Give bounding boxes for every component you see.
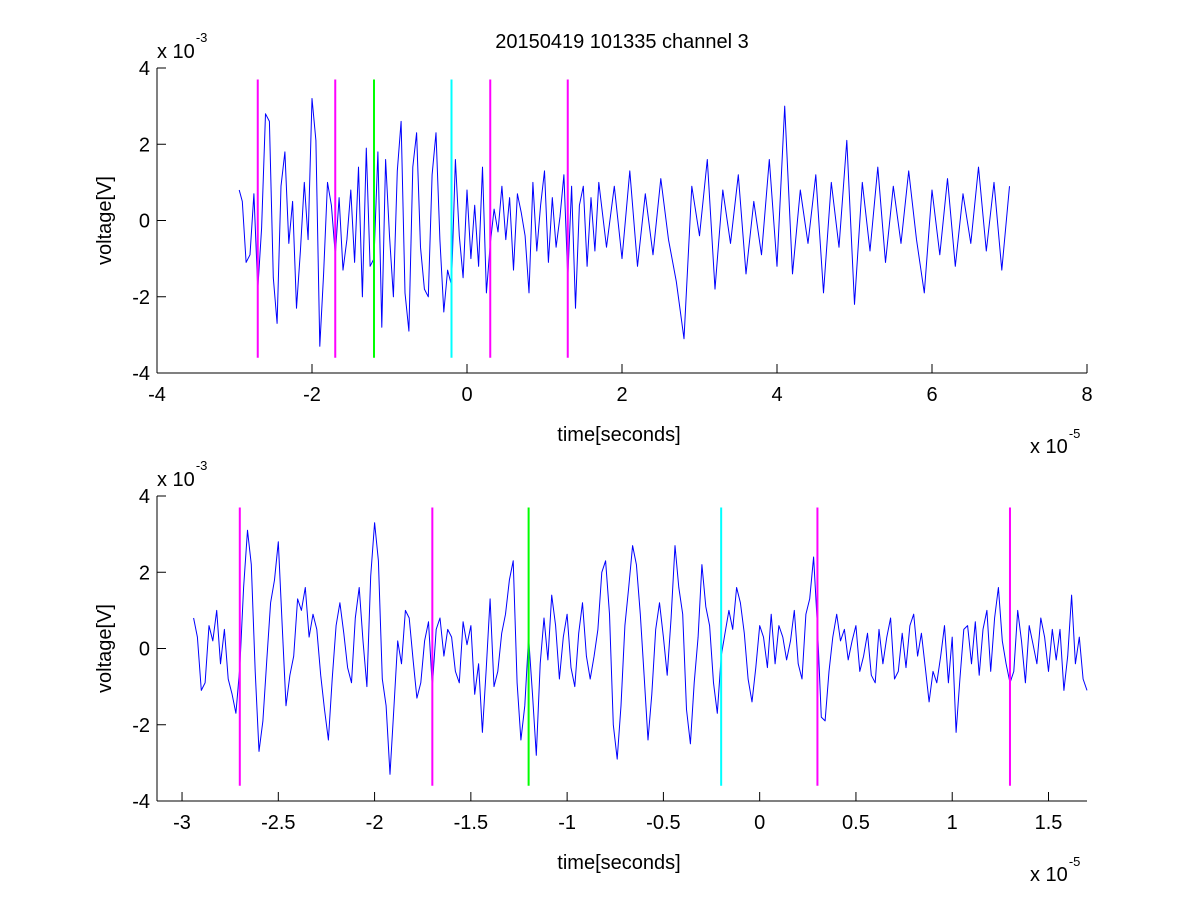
y-tick-label: -2 [132, 287, 150, 309]
chart-title: 20150419 101335 channel 3 [495, 31, 749, 53]
x-multiplier-exponent: -5 [1069, 426, 1081, 441]
x-tick-label: 1 [947, 812, 958, 834]
y-multiplier-base: x 10 [157, 469, 195, 491]
x-tick-label: -1.5 [454, 812, 488, 834]
y-tick-label: -4 [132, 363, 150, 385]
x-tick-label: 0 [754, 812, 765, 834]
x-tick-label: 8 [1081, 384, 1092, 406]
x-tick-label: -2 [366, 812, 384, 834]
x-tick-label: -3 [173, 812, 191, 834]
chart-2: -3 -2.5 -2 -1.5 -1 -0.5 0 0.5 1 1.5 -4 -2 0 2 4 time[se… [94, 458, 1088, 886]
x-multiplier-base: x 10 [1030, 436, 1068, 458]
y-tick-label: 4 [139, 486, 150, 508]
x-tick-label: -4 [148, 384, 166, 406]
x-multiplier: x 10-5 [1030, 426, 1080, 458]
x-multiplier-base: x 10 [1030, 864, 1068, 886]
x-multiplier: x 10-5 [1030, 854, 1080, 886]
y-axis-label: voltage[V] [94, 176, 116, 265]
x-tick-label: 4 [771, 384, 782, 406]
x-tick-label: 0 [461, 384, 472, 406]
x-tick-label: -0.5 [646, 812, 680, 834]
y-tick-label: -4 [132, 791, 150, 813]
x-tick-label: -2.5 [261, 812, 295, 834]
x-tick-label: -2 [303, 384, 321, 406]
signal-line [238, 98, 1010, 347]
y-tick-label: -2 [132, 715, 150, 737]
y-multiplier-exponent: -3 [196, 458, 208, 473]
x-axis-label: time[seconds] [557, 852, 680, 874]
x-tick-label: -1 [558, 812, 576, 834]
x-axis-label: time[seconds] [557, 424, 680, 446]
chart-1: -4 -2 0 2 4 6 8 -4 -2 0 2 4 time[seconds] voltage[V] x… [94, 30, 1093, 458]
x-tick-label: 6 [926, 384, 937, 406]
y-multiplier: x 10-3 [157, 30, 207, 63]
x-tick-label: 2 [616, 384, 627, 406]
y-axis-label: voltage[V] [94, 604, 116, 693]
x-tick-label: 1.5 [1035, 812, 1063, 834]
y-multiplier-exponent: -3 [196, 30, 208, 45]
y-tick-label: 4 [139, 58, 150, 80]
y-multiplier: x 10-3 [157, 458, 207, 491]
y-multiplier-base: x 10 [157, 41, 195, 63]
y-tick-label: 0 [139, 639, 150, 661]
y-tick-label: 2 [139, 562, 150, 584]
x-tick-label: 0.5 [842, 812, 870, 834]
y-tick-label: 2 [139, 134, 150, 156]
x-multiplier-exponent: -5 [1069, 854, 1081, 869]
signal-line [193, 522, 1088, 775]
y-tick-label: 0 [139, 211, 150, 233]
